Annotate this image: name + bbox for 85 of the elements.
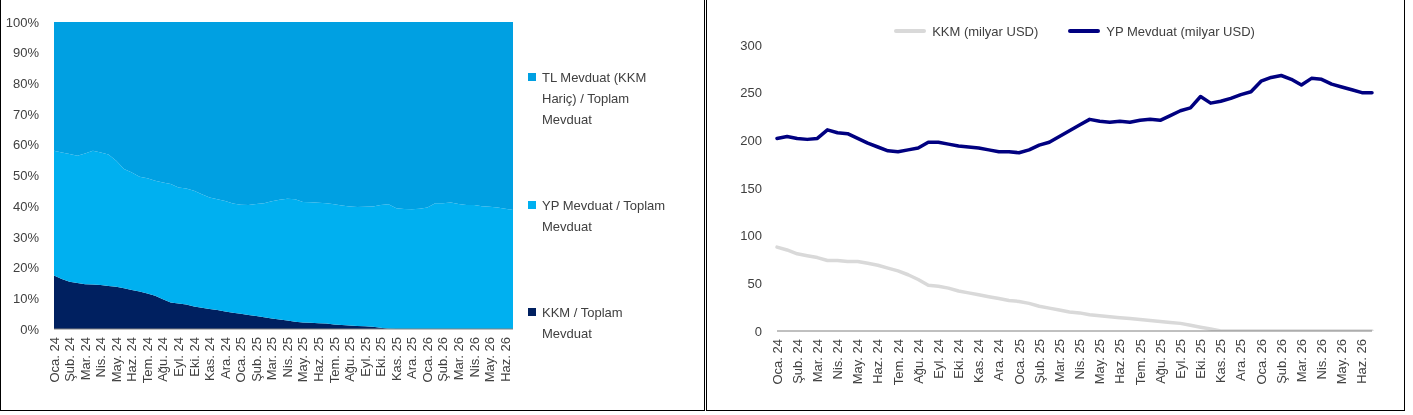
y-tick-label: 60% (12, 137, 40, 153)
x-tick-label: May. 24 (108, 337, 124, 383)
x-tick-label: Tem. 25 (1132, 339, 1148, 386)
y-tick-label: 80% (12, 76, 40, 92)
y-tick-label: 40% (12, 198, 40, 214)
x-tick-label: Ara. 25 (404, 337, 420, 379)
x-tick-label: Kas. 24 (971, 339, 987, 384)
legend-label: KKM / Toplam Mevduat (542, 304, 624, 343)
x-tick-label: Ağu. 25 (342, 337, 358, 382)
x-tick-label: Haz. 26 (1354, 339, 1370, 384)
x-tick-label: Şub. 26 (1273, 339, 1289, 384)
y-tick-label: 20% (12, 260, 40, 276)
x-tick-label: Mar. 24 (809, 339, 825, 383)
x-tick-label: Şub. 24 (62, 337, 78, 382)
x-tick-label: Mar. 26 (1293, 339, 1309, 383)
x-tick-label: Şub. 26 (435, 337, 451, 382)
x-tick-label: Ara. 24 (991, 339, 1007, 381)
x-tick-label: Tem. 24 (139, 337, 155, 384)
x-tick-label: Ağu. 24 (910, 339, 926, 384)
x-tick-label: Haz. 24 (870, 339, 886, 384)
line-series (775, 245, 1374, 331)
x-tick-label: Nis. 26 (466, 337, 482, 378)
legend-label: YP Mevduat / Toplam Mevduat (542, 197, 667, 236)
x-tick-label: Ara. 24 (217, 337, 233, 379)
x-tick-label: May. 26 (482, 337, 498, 383)
x-tick-label: Oca. 26 (1253, 339, 1269, 385)
x-tick-label: Ağu. 25 (1152, 339, 1168, 384)
x-tick-label: Eyl. 24 (170, 337, 186, 377)
x-tick-label: Nis. 26 (1314, 339, 1330, 380)
y-tick-label: 100 (740, 228, 762, 244)
x-tick-label: Eyl. 24 (930, 339, 946, 379)
x-tick-label: Mar. 25 (1051, 339, 1067, 383)
x-tick-label: Oca. 25 (1011, 339, 1027, 385)
x-tick-label: Eki. 24 (951, 339, 967, 379)
x-tick-label: May. 25 (295, 337, 311, 383)
x-tick-label: Mar. 25 (264, 337, 280, 381)
x-tick-label: May. 26 (1334, 339, 1350, 385)
x-tick-label: Nis. 24 (830, 339, 846, 380)
y-tick-label: 100% (5, 14, 40, 30)
x-tick-label: Mar. 24 (77, 337, 93, 381)
x-tick-label: Şub. 25 (248, 337, 264, 382)
x-tick-label: Ağu. 24 (155, 337, 171, 382)
x-tick-label: Haz. 25 (1112, 339, 1128, 384)
x-tick-label: Oca. 25 (233, 337, 249, 383)
y-tick-label: 150 (740, 180, 762, 196)
x-tick-label: Tem. 25 (326, 337, 342, 384)
x-tick-label: Tem. 24 (890, 339, 906, 386)
x-tick-label: Eki. 25 (373, 337, 389, 377)
x-tick-label: Haz. 25 (311, 337, 327, 382)
x-tick-label: Eyl. 25 (357, 337, 373, 377)
y-tick-label: 300 (740, 37, 762, 53)
y-tick-label: 200 (740, 132, 762, 148)
x-tick-label: Haz. 24 (124, 337, 140, 382)
x-tick-label: Oca. 26 (419, 337, 435, 383)
x-tick-label: Mar. 26 (451, 337, 467, 381)
x-tick-label: Eki. 24 (186, 337, 202, 377)
x-tick-label: Kas. 25 (388, 337, 404, 382)
y-tick-label: 0% (20, 321, 40, 337)
y-tick-label: 250 (740, 85, 762, 101)
x-tick-label: May. 25 (1092, 339, 1108, 385)
legend-label: KKM (milyar USD) (932, 23, 1039, 41)
y-tick-label: 70% (12, 106, 40, 122)
x-tick-label: May. 24 (850, 339, 866, 385)
x-tick-label: Nis. 24 (93, 337, 109, 378)
x-tick-label: Oca. 24 (769, 339, 785, 385)
y-tick-label: 50 (747, 275, 762, 291)
line-series (775, 73, 1374, 155)
y-tick-label: 10% (12, 290, 40, 306)
x-tick-label: Şub. 25 (1031, 339, 1047, 384)
y-tick-label: 30% (12, 229, 40, 245)
x-tick-label: Nis. 25 (279, 337, 295, 378)
x-tick-label: Kas. 24 (202, 337, 218, 382)
legend-label: TL Mevduat (KKM Hariç) / Toplam Mevduat (542, 69, 648, 129)
y-tick-label: 90% (12, 45, 40, 61)
y-tick-label: 0 (754, 323, 762, 339)
x-tick-label: Oca. 24 (46, 337, 62, 383)
x-tick-label: Eyl. 25 (1172, 339, 1188, 379)
x-tick-label: Haz. 26 (497, 337, 513, 382)
x-tick-label: Kas. 25 (1213, 339, 1229, 384)
x-tick-label: Ara. 25 (1233, 339, 1249, 381)
x-tick-label: Şub. 24 (789, 339, 805, 384)
legend-label: YP Mevduat (milyar USD) (1106, 23, 1255, 41)
x-tick-label: Nis. 25 (1072, 339, 1088, 380)
x-tick-label: Eki. 25 (1193, 339, 1209, 379)
y-tick-label: 50% (12, 168, 40, 184)
